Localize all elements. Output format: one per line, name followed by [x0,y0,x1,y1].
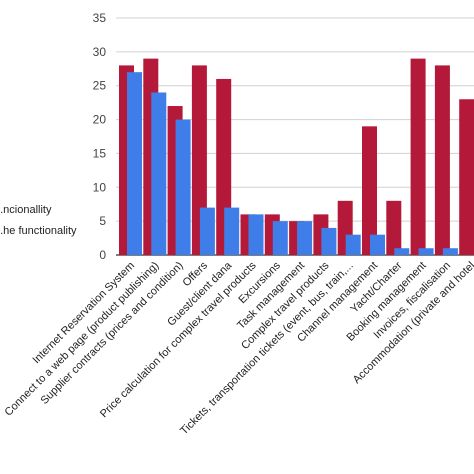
bar-series-2 [345,234,361,255]
bar-series-1 [410,58,426,255]
bar-series-1 [362,126,377,255]
bar-series-2 [199,207,215,255]
y-tick-label: 35 [93,11,107,25]
bar-series-2 [418,248,434,255]
bar-series-1 [459,99,474,255]
bar-series-2 [370,234,385,255]
y-tick-label: 25 [93,79,107,93]
legend-series-1: ...ncionallity [0,204,52,216]
legend-series-2: ...he functionality [0,225,77,237]
bars [119,58,474,256]
bar-series-2 [394,248,410,255]
bar-series-2 [272,221,288,255]
bar-series-2 [224,207,240,255]
y-axis-ticks: 0 5 10 15 20 25 30 35 [93,11,107,262]
y-tick-label: 5 [99,214,106,228]
bar-series-2 [127,72,142,256]
bar-series-1 [386,200,402,255]
y-tick-label: 20 [93,113,107,127]
x-category-label: Internet Reservation System [30,260,137,367]
bar-series-2 [175,119,191,255]
y-tick-label: 15 [93,146,107,160]
y-tick-label: 30 [93,45,107,59]
bar-series-2 [248,214,264,255]
bar-series-2 [321,227,337,255]
legend: ...ncionallity ...he functionality [0,204,77,237]
bar-series-2 [297,221,313,255]
bar-series-2 [151,92,167,255]
y-tick-label: 10 [93,180,107,194]
x-category-label: Price calculation for complex travel pro… [98,259,259,420]
y-tick-label: 0 [99,248,106,262]
bar-series-1 [434,65,450,256]
bar-series-2 [442,248,458,255]
x-category-label: Connect to a web page (product publishin… [2,260,161,419]
